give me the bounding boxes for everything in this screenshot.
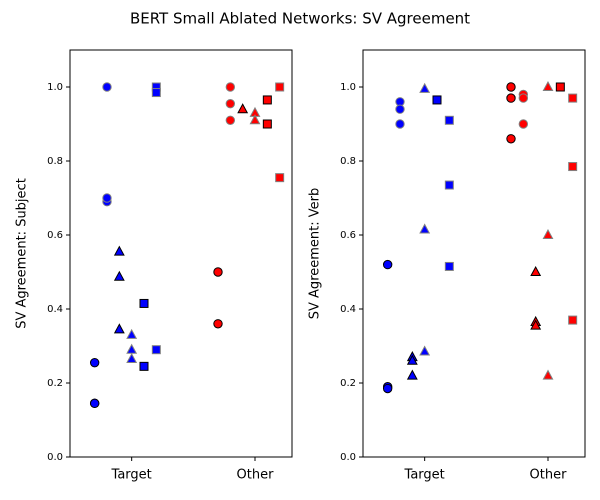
x-tick-label: Other: [237, 468, 275, 483]
point: [432, 95, 442, 105]
point: [249, 114, 261, 125]
point: [530, 265, 542, 276]
y-axis-label: SV Agreement: Subject: [15, 178, 30, 329]
point: [113, 245, 125, 256]
y-tick-label: 0.2: [340, 378, 356, 389]
x-tick-label: Target: [111, 468, 152, 483]
point: [444, 261, 454, 271]
y-tick-label: 0.4: [340, 304, 356, 315]
x-tick-label: Target: [404, 468, 445, 483]
figure-title: BERT Small Ablated Networks: SV Agreemen…: [130, 10, 470, 28]
y-tick-label: 0.8: [340, 156, 356, 167]
point: [102, 193, 112, 203]
axes-frame: [362, 49, 586, 458]
point: [89, 357, 100, 368]
y-tick-label: 0.2: [47, 378, 63, 389]
point: [262, 95, 272, 105]
point: [555, 82, 565, 92]
point: [275, 173, 285, 183]
point: [542, 80, 554, 91]
point: [406, 354, 418, 365]
point: [275, 82, 285, 92]
point: [139, 298, 149, 308]
point: [113, 270, 125, 281]
x-tick-label: Other: [530, 468, 568, 483]
point: [506, 93, 516, 103]
point: [419, 82, 431, 93]
point: [444, 115, 454, 125]
y-tick-label: 1.0: [47, 82, 63, 93]
y-tick-label: 1.0: [340, 82, 356, 93]
point: [139, 361, 149, 371]
point: [213, 267, 223, 277]
point: [213, 319, 223, 329]
point: [126, 352, 138, 363]
point: [419, 345, 431, 356]
point: [126, 328, 138, 339]
point: [542, 369, 554, 380]
axes-frame: [69, 49, 293, 458]
point: [518, 119, 529, 129]
point: [225, 98, 236, 109]
point: [382, 259, 393, 270]
y-tick-label: 0.8: [47, 156, 63, 167]
subplot: 0.0 0.2 0.4 0.6 0.8 1.0 Target Other SV Agreemen…: [15, 49, 293, 483]
point: [126, 343, 138, 354]
point: [506, 134, 516, 144]
y-tick-label: 0.4: [47, 304, 63, 315]
point: [225, 115, 236, 126]
y-tick-label: 0.6: [340, 230, 356, 241]
point: [395, 104, 405, 114]
point: [113, 323, 125, 334]
point: [542, 228, 554, 239]
point: [568, 93, 578, 103]
point: [444, 180, 454, 190]
point: [151, 345, 161, 355]
point: [237, 103, 249, 114]
point: [262, 119, 272, 129]
subplot: 0.0 0.2 0.4 0.6 0.8 1.0 Target Other SV Agreemen…: [308, 49, 586, 483]
point: [506, 82, 516, 92]
point: [89, 398, 100, 409]
point: [568, 315, 578, 325]
point: [530, 319, 542, 330]
y-tick-label: 0.6: [47, 230, 63, 241]
y-tick-label: 0.0: [47, 452, 63, 463]
y-axis-label: SV Agreement: Verb: [308, 188, 323, 319]
point: [395, 119, 405, 129]
point: [151, 88, 161, 98]
point: [419, 223, 431, 234]
point: [225, 82, 236, 92]
y-tick-label: 0.0: [340, 452, 356, 463]
point: [568, 162, 578, 172]
point: [102, 82, 112, 92]
point: [382, 383, 393, 394]
point: [406, 369, 418, 380]
point: [518, 93, 529, 103]
